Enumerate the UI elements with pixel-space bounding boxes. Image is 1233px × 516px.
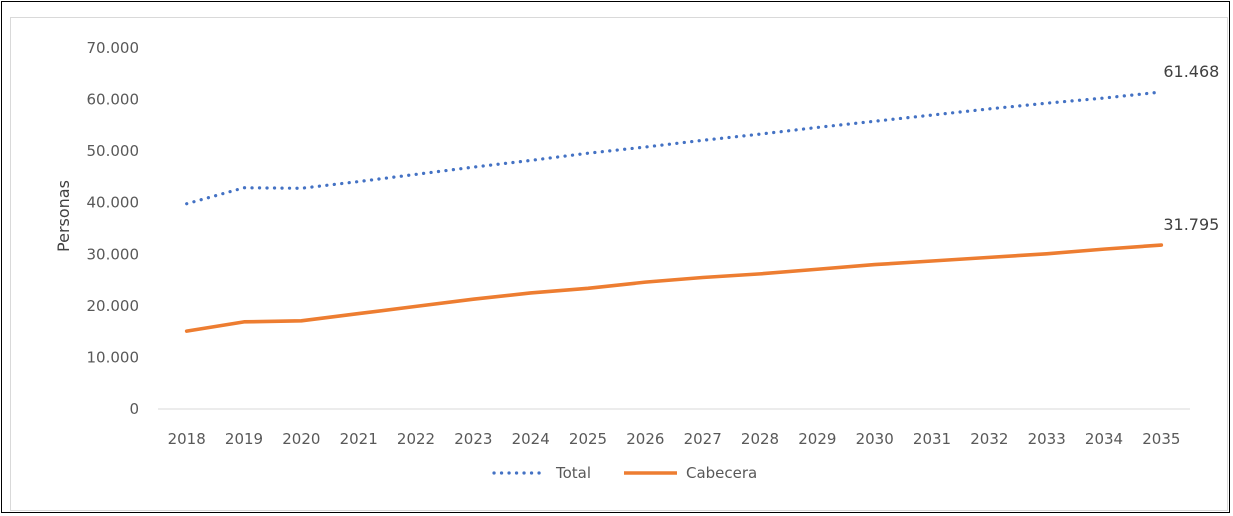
y-axis-title-group: Personas	[54, 180, 73, 252]
x-tick-label: 2029	[798, 430, 836, 448]
y-tick-label: 70.000	[87, 39, 140, 57]
x-tick-label: 2035	[1142, 430, 1180, 448]
x-tick-label: 2026	[626, 430, 664, 448]
x-axis: 2018 2019 2020 2021 2022 2023 2024 2025 2026 2027…	[158, 408, 1190, 448]
x-tick-label: 2023	[454, 430, 492, 448]
data-label-total: 61.468	[1163, 62, 1219, 81]
series-line-total	[185, 90, 1163, 206]
series-line-cabecera	[184, 243, 1164, 333]
legend-label-total: Total	[555, 464, 591, 482]
x-tick-label: 2033	[1028, 430, 1066, 448]
data-labels: 61.468 31.795	[1163, 62, 1219, 234]
x-tick-label: 2032	[970, 430, 1008, 448]
y-tick-label: 20.000	[87, 297, 140, 315]
x-tick-label: 2020	[282, 430, 320, 448]
x-tick-label: 2025	[569, 430, 607, 448]
y-tick-label: 60.000	[87, 91, 140, 109]
legend: Total Cabecera	[492, 464, 757, 482]
y-axis-title: Personas	[54, 180, 73, 252]
x-tick-label: 2028	[741, 430, 779, 448]
x-tick-label: 2021	[340, 430, 378, 448]
x-tick-label: 2024	[512, 430, 550, 448]
x-tick-label: 2019	[225, 430, 263, 448]
chart-area	[10, 17, 1228, 511]
x-tick-label: 2034	[1085, 430, 1123, 448]
data-label-cabecera: 31.795	[1163, 215, 1219, 234]
x-tick-label: 2018	[168, 430, 206, 448]
x-tick-label: 2030	[856, 430, 894, 448]
legend-label-cabecera: Cabecera	[686, 464, 757, 482]
y-tick-label: 0	[129, 400, 139, 418]
x-tick-label: 2027	[684, 430, 722, 448]
x-tick-label: 2031	[913, 430, 951, 448]
x-tick-label: 2022	[397, 430, 435, 448]
y-tick-label: 40.000	[87, 194, 140, 212]
y-tick-label: 10.000	[87, 348, 140, 366]
y-tick-label: 30.000	[87, 245, 140, 263]
y-axis-ticks: 0 10.000 20.000 30.000 40.000 50.000 60.000 70.…	[87, 39, 140, 418]
series-layer	[184, 90, 1164, 333]
y-tick-label: 50.000	[87, 142, 140, 160]
